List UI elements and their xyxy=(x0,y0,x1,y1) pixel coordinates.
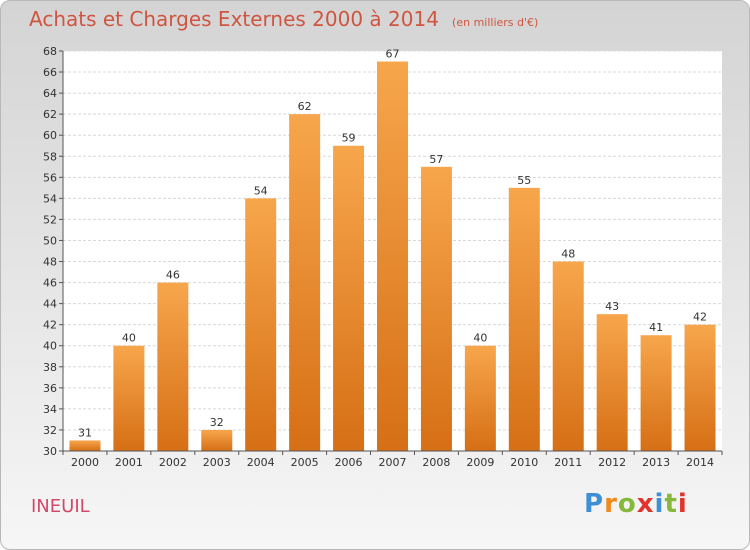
y-tick-label: 68 xyxy=(43,45,57,58)
bar-2002 xyxy=(157,282,189,451)
bar-2004 xyxy=(245,198,277,451)
bar-2013 xyxy=(640,335,672,451)
y-tick-label: 52 xyxy=(43,213,57,226)
y-tick-label: 40 xyxy=(43,340,57,353)
y-tick-label: 38 xyxy=(43,361,57,374)
chart-title-block: Achats et Charges Externes 2000 à 2014 (… xyxy=(29,7,538,31)
data-label: 54 xyxy=(254,184,268,197)
y-tick-label: 56 xyxy=(43,171,57,184)
x-tick-label: 2014 xyxy=(686,456,714,469)
x-tick-label: 2012 xyxy=(598,456,626,469)
x-tick-label: 2002 xyxy=(159,456,187,469)
x-tick-label: 2009 xyxy=(466,456,494,469)
bar-2014 xyxy=(684,324,716,451)
bar-2012 xyxy=(596,314,628,451)
x-tick-label: 2004 xyxy=(247,456,275,469)
commune-name: INEUIL xyxy=(31,496,90,517)
data-label: 57 xyxy=(429,153,443,166)
data-label: 42 xyxy=(693,311,707,324)
y-tick-label: 54 xyxy=(43,192,57,205)
y-tick-label: 62 xyxy=(43,108,57,121)
y-tick-label: 32 xyxy=(43,424,57,437)
data-label: 41 xyxy=(649,321,663,334)
data-label: 55 xyxy=(517,174,531,187)
y-tick-label: 66 xyxy=(43,66,57,79)
data-label: 43 xyxy=(605,300,619,313)
bar-2009 xyxy=(464,345,496,451)
proxiti-logo: Proxiti xyxy=(584,489,688,519)
x-tick-label: 2008 xyxy=(422,456,450,469)
y-tick-label: 46 xyxy=(43,277,57,290)
y-tick-label: 44 xyxy=(43,298,57,311)
data-label: 40 xyxy=(473,332,487,345)
y-tick-label: 36 xyxy=(43,382,57,395)
x-tick-label: 2010 xyxy=(510,456,538,469)
bar-2003 xyxy=(201,429,233,451)
x-tick-label: 2013 xyxy=(642,456,670,469)
bar-2010 xyxy=(508,187,540,451)
data-label: 67 xyxy=(386,48,400,61)
bar-2001 xyxy=(113,345,145,451)
y-tick-label: 50 xyxy=(43,234,57,247)
data-label: 62 xyxy=(298,100,312,113)
bar-2006 xyxy=(333,145,365,451)
x-tick-label: 2005 xyxy=(291,456,319,469)
bar-2000 xyxy=(69,440,101,451)
data-label: 48 xyxy=(561,248,575,261)
y-tick-label: 60 xyxy=(43,129,57,142)
x-tick-label: 2007 xyxy=(379,456,407,469)
data-label: 32 xyxy=(210,416,224,429)
x-tick-label: 2006 xyxy=(335,456,363,469)
bar-2008 xyxy=(420,166,452,451)
y-tick-label: 58 xyxy=(43,150,57,163)
x-tick-label: 2000 xyxy=(71,456,99,469)
y-tick-label: 34 xyxy=(43,403,57,416)
data-label: 59 xyxy=(342,132,356,145)
bar-2011 xyxy=(552,261,584,451)
y-tick-label: 64 xyxy=(43,87,57,100)
data-label: 40 xyxy=(122,332,136,345)
data-label: 31 xyxy=(78,426,92,439)
x-tick-label: 2003 xyxy=(203,456,231,469)
chart-unit: (en milliers d'€) xyxy=(452,16,539,29)
data-label: 46 xyxy=(166,269,180,282)
x-tick-label: 2011 xyxy=(554,456,582,469)
x-tick-label: 2001 xyxy=(115,456,143,469)
bar-2005 xyxy=(289,114,321,451)
y-tick-label: 48 xyxy=(43,256,57,269)
y-tick-label: 30 xyxy=(43,445,57,458)
y-tick-label: 42 xyxy=(43,319,57,332)
chart-title: Achats et Charges Externes 2000 à 2014 xyxy=(29,7,439,31)
bar-2007 xyxy=(377,61,408,452)
